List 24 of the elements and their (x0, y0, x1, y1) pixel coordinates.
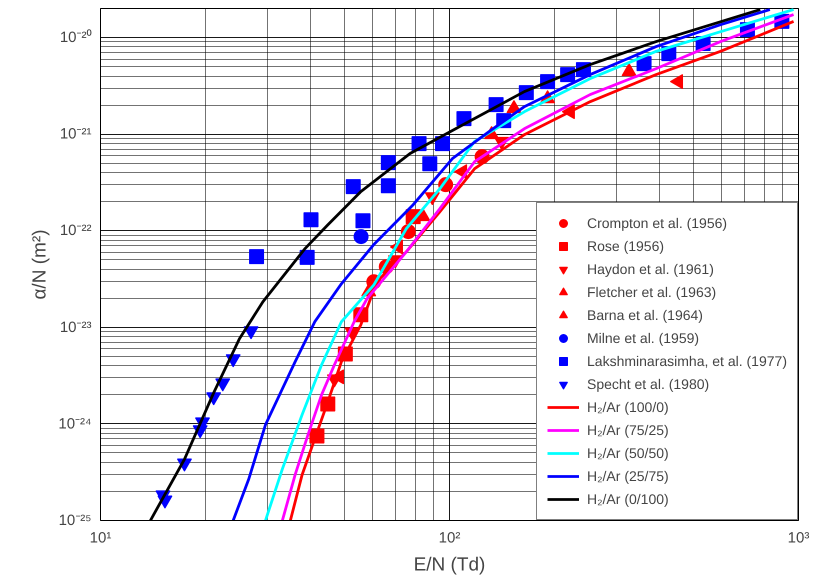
x-tick-label: 10¹ (90, 530, 112, 546)
legend-label: H₂/Ar (25/75) (587, 468, 669, 484)
y-tick-label: 10⁻²³ (60, 318, 92, 336)
y-axis-title: α/N (m²) (29, 229, 50, 300)
y-tick-label: 10⁻²⁵ (58, 512, 92, 529)
legend-label: H₂/Ar (75/25) (587, 422, 669, 438)
legend-label: Haydon et al. (1961) (587, 261, 714, 277)
legend-label: Barna et al. (1964) (587, 307, 703, 323)
legend-label: Specht et al. (1980) (587, 376, 710, 392)
legend-label: H₂/Ar (100/0) (587, 399, 669, 415)
y-tick-label: 10⁻²¹ (60, 126, 92, 143)
legend-label: Lakshminarasimha, et al. (1977) (587, 353, 787, 369)
legend-label: Crompton et al. (1956) (587, 215, 728, 231)
legend-label: Milne et al. (1959) (587, 330, 700, 346)
x-tick-label: 10² (438, 530, 460, 546)
y-tick-label: 10⁻²⁰ (60, 29, 92, 46)
y-tick-label: 10⁻²⁴ (58, 415, 92, 432)
x-tick-label: 10³ (788, 530, 810, 546)
x-axis-title: E/N (Td) (414, 554, 486, 576)
legend-label: H₂/Ar (0/100) (587, 491, 669, 507)
legend-label: Fletcher et al. (1963) (587, 284, 716, 300)
legend-label: H₂/Ar (50/50) (587, 445, 669, 461)
legend-label: Rose (1956) (587, 238, 664, 254)
y-tick-label: 10⁻²² (60, 222, 92, 240)
